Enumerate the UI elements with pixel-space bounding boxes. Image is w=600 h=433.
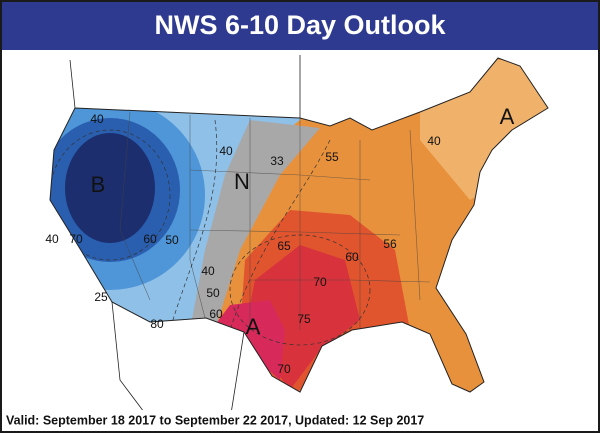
- contour-label: 56: [383, 237, 397, 251]
- contour-label: 25: [94, 290, 108, 304]
- region-label: N: [234, 169, 250, 194]
- region-label: B: [91, 172, 106, 197]
- contour-label: 40: [201, 264, 215, 278]
- contour-label: 70: [69, 232, 83, 246]
- us-outline: [49, 57, 549, 393]
- below-normal-highest: [65, 133, 155, 243]
- contour-label: 40: [219, 144, 233, 158]
- contour-label: 40: [427, 134, 441, 148]
- contour-label: 70: [313, 275, 327, 289]
- footer-band: [2, 410, 598, 431]
- contour-label: 50: [165, 233, 179, 247]
- contour-label: 60: [345, 250, 359, 264]
- region-label: A: [500, 104, 515, 129]
- region-label: A: [246, 314, 261, 339]
- near-normal: [190, 120, 320, 330]
- header-title: NWS 6-10 Day Outlook: [154, 10, 446, 40]
- footer-text: Valid: September 18 2017 to September 22…: [6, 413, 424, 427]
- neighbor-outlines: [69, 55, 301, 421]
- map-labels: B N A A 40 70 60 50 40 25 40 33 55 65 70 60 56 40 50 60 75 70…: [45, 104, 514, 376]
- contour-label: 40: [45, 232, 59, 246]
- header-band: [2, 2, 598, 50]
- contours: [50, 119, 371, 346]
- contour-label: 40: [90, 112, 104, 126]
- contour-label: 70: [277, 362, 291, 376]
- contour-label: 50: [206, 286, 220, 300]
- above-normal-highest: [215, 300, 285, 380]
- state-lines: [119, 111, 431, 330]
- contour-label: 55: [325, 150, 339, 164]
- contour-label: 75: [297, 312, 311, 326]
- contour-label: 33: [270, 154, 284, 168]
- contour-label: 65: [277, 239, 291, 253]
- contour-label: 60: [143, 232, 157, 246]
- contour-label: 80: [150, 317, 164, 331]
- contour-label: 60: [209, 307, 223, 321]
